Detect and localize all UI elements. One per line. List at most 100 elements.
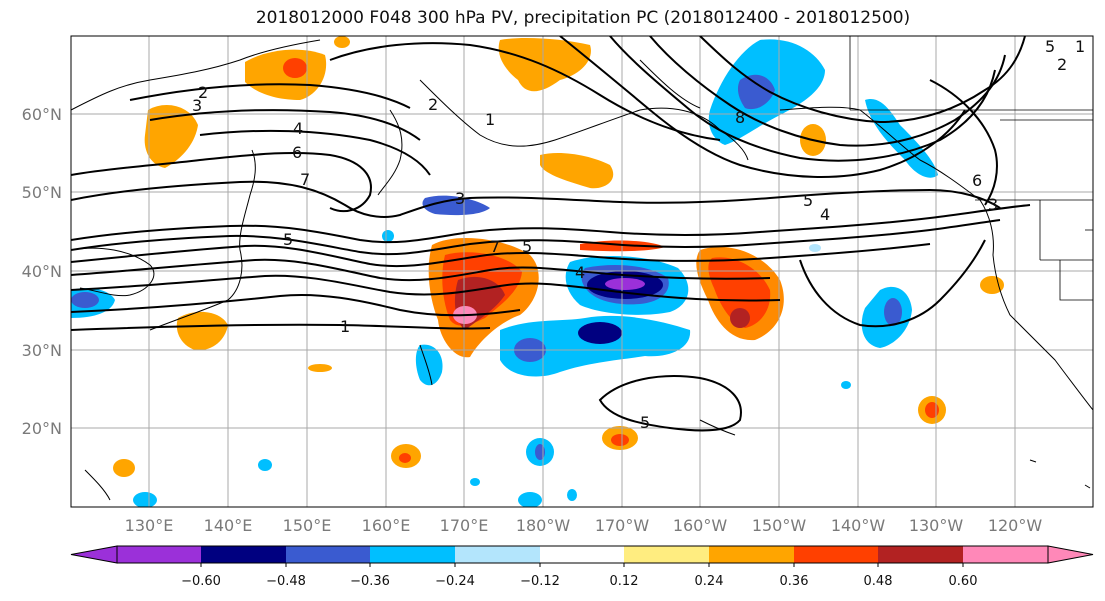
contour-label: 5	[640, 413, 650, 432]
lon-label: 130°W	[909, 516, 964, 535]
colorbar-outline	[116, 545, 1049, 564]
contour-label: 2	[198, 83, 208, 102]
contour-label: 6	[292, 143, 302, 162]
positive-anomaly-area	[498, 37, 591, 92]
lon-label: 120°W	[988, 516, 1043, 535]
colorbar-segment	[878, 546, 963, 563]
positive-anomaly-area	[308, 364, 332, 372]
lat-label: 20°N	[22, 419, 62, 438]
colorbar-segment	[540, 546, 624, 563]
lon-label: 180°W	[516, 516, 571, 535]
colorbar-tick-label: 0.36	[780, 574, 809, 589]
positive-anomaly-area	[144, 105, 198, 168]
negative-anomaly-area	[258, 459, 272, 471]
lon-label: 140°W	[831, 516, 886, 535]
contour-label: 4	[820, 205, 830, 224]
colorbar-segment	[624, 546, 709, 563]
colorbar-ticks: −0.60 −0.48 −0.36 −0.24 −0.12 0.12 0.24 …	[181, 574, 977, 589]
colorbar-segment	[370, 546, 455, 563]
colorbar-segment	[794, 546, 878, 563]
negative-anomaly-mid	[71, 292, 99, 308]
contour-label: 1	[340, 317, 350, 336]
lon-label: 130°E	[125, 516, 174, 535]
contour-label: 8	[735, 108, 745, 127]
negative-anomaly-core	[737, 74, 775, 110]
colorbar-segment	[455, 546, 540, 563]
colorbar-tick-label: −0.12	[520, 574, 560, 589]
colorbar-segment	[286, 546, 370, 563]
colorbar-segment	[201, 546, 286, 563]
negative-anomaly-area	[809, 244, 821, 252]
map-plot-area	[71, 36, 1093, 507]
negative-anomaly-area	[500, 315, 691, 377]
contour-label: 5	[803, 191, 813, 210]
positive-anomaly-area	[980, 276, 1004, 294]
contour-label: 2	[428, 95, 438, 114]
contour-label: 5	[1045, 37, 1055, 56]
negative-anomaly-area	[133, 492, 157, 507]
colorbar-tick-label: 0.60	[949, 574, 978, 589]
lon-label: 150°E	[283, 516, 332, 535]
negative-anomaly-area	[841, 381, 851, 389]
contour-label: 7	[490, 237, 500, 256]
colorbar-segment	[709, 546, 794, 563]
colorbar-segment	[117, 546, 201, 563]
positive-anomaly-core	[925, 402, 939, 418]
contour-label: 1	[485, 110, 495, 129]
lat-label: 50°N	[22, 183, 62, 202]
lat-label: 30°N	[22, 341, 62, 360]
colorbar-segments	[70, 545, 1094, 567]
contour-label: 3	[192, 96, 202, 115]
contour-label: 4	[575, 263, 585, 282]
pv-contours	[71, 36, 1031, 432]
lon-label: 160°W	[673, 516, 728, 535]
colorbar-tick-label: −0.36	[350, 574, 390, 589]
contour-label: 2	[1057, 55, 1067, 74]
contour-label: 6	[972, 171, 982, 190]
contour-label: 3	[988, 195, 998, 214]
negative-anomaly-core	[578, 322, 622, 344]
colorbar-segment	[963, 546, 1048, 563]
positive-anomaly-area	[176, 311, 228, 351]
positive-anomaly-area	[245, 49, 327, 100]
negative-anomaly-area	[415, 344, 443, 386]
latitude-labels: 60°N 50°N 40°N 30°N 20°N	[22, 105, 62, 438]
contour-label: 1	[1075, 37, 1085, 56]
colorbar: −0.60 −0.48 −0.36 −0.24 −0.12 0.12 0.24 …	[70, 545, 1094, 589]
negative-anomaly-area	[382, 230, 394, 242]
contour-label: 5	[522, 237, 532, 256]
contour-label: 3	[455, 189, 465, 208]
positive-anomaly-core	[708, 257, 771, 328]
negative-anomaly-area	[422, 195, 490, 216]
negative-anomaly-area	[518, 492, 542, 507]
positive-anomaly-core	[399, 453, 411, 463]
lat-label: 60°N	[22, 105, 62, 124]
positive-anomaly-area	[540, 153, 614, 189]
colorbar-tick-label: 0.48	[864, 574, 893, 589]
contour-label: 5	[283, 230, 293, 249]
negative-anomaly-area	[567, 489, 577, 501]
lon-label: 140°E	[204, 516, 253, 535]
map-title: 2018012000 F048 300 hPa PV, precipitatio…	[255, 8, 911, 28]
colorbar-extend-high	[1047, 545, 1094, 564]
positive-anomaly-core	[611, 434, 629, 446]
positive-anomaly-area	[113, 459, 135, 477]
lon-label: 150°W	[752, 516, 807, 535]
negative-anomaly-area	[470, 478, 480, 486]
colorbar-tick-label: 0.24	[695, 574, 724, 589]
lon-label: 160°E	[362, 516, 411, 535]
lon-label: 170°W	[595, 516, 650, 535]
colorbar-tick-label: −0.24	[435, 574, 475, 589]
colorbar-tick-label: −0.48	[266, 574, 306, 589]
negative-anomaly-peak	[605, 278, 645, 290]
lon-label: 170°E	[440, 516, 489, 535]
contour-label: 4	[293, 119, 303, 138]
plot-frame	[70, 35, 1094, 508]
lat-label: 40°N	[22, 262, 62, 281]
contour-label: 7	[300, 170, 310, 189]
positive-anomaly-area	[334, 36, 350, 48]
negative-anomaly-area	[865, 99, 938, 178]
negative-anomaly-mid	[884, 298, 902, 326]
longitude-labels: 130°E 140°E 150°E 160°E 170°E 180°W 170°…	[125, 516, 1043, 535]
